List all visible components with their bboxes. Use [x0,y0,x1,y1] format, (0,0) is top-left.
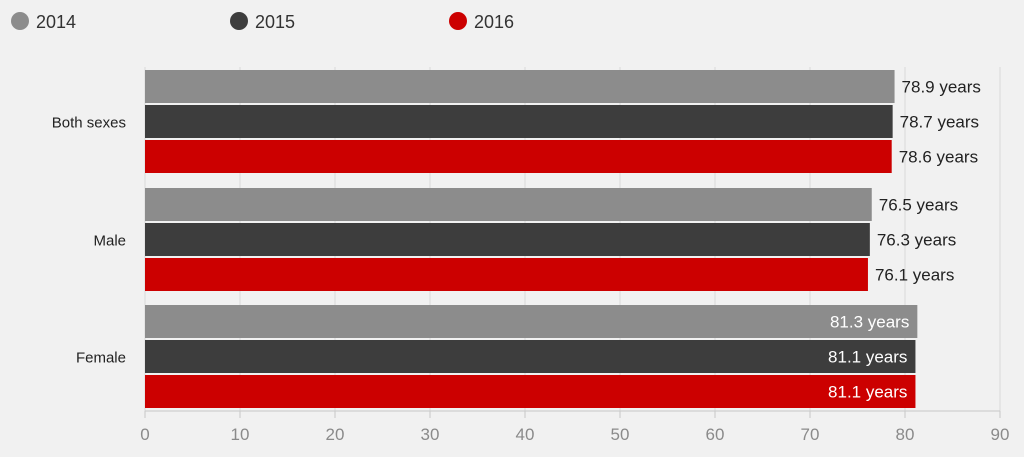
legend-marker-2014 [11,12,29,30]
bar-2015-both-sexes [145,105,893,138]
legend-marker-2016 [449,12,467,30]
bar-2016-both-sexes [145,140,892,173]
x-tick-label-80: 80 [896,425,915,444]
bar-2015-male [145,223,870,256]
bar-2016-female [145,375,916,408]
x-tick-label-30: 30 [421,425,440,444]
category-label-both-sexes: Both sexes [52,115,126,132]
bar-2014-both-sexes [145,70,895,103]
category-label-female: Female [76,350,126,367]
bar-2015-female [145,340,916,373]
legend-label-2015: 2015 [255,12,295,32]
data-label-2016-male: 76.1 years [875,266,954,285]
x-tick-label-10: 10 [231,425,250,444]
x-tick-label-0: 0 [140,425,149,444]
data-label-2014-female: 81.3 years [830,313,909,332]
x-tick-label-70: 70 [801,425,820,444]
legend-label-2014: 2014 [36,12,76,32]
data-label-2015-female: 81.1 years [828,348,907,367]
x-tick-label-90: 90 [991,425,1010,444]
data-label-2015-both-sexes: 78.7 years [900,113,979,132]
x-tick-label-50: 50 [611,425,630,444]
category-label-male: Male [93,233,126,250]
data-label-2014-male: 76.5 years [879,196,958,215]
data-label-2016-female: 81.1 years [828,383,907,402]
x-tick-label-40: 40 [516,425,535,444]
legend-marker-2015 [230,12,248,30]
legend-label-2016: 2016 [474,12,514,32]
x-tick-label-60: 60 [706,425,725,444]
bar-2014-male [145,188,872,221]
data-label-2015-male: 76.3 years [877,231,956,250]
bar-2014-female [145,305,918,338]
data-label-2014-both-sexes: 78.9 years [902,78,981,97]
x-tick-label-20: 20 [326,425,345,444]
bar-2016-male [145,258,868,291]
data-label-2016-both-sexes: 78.6 years [899,148,978,167]
